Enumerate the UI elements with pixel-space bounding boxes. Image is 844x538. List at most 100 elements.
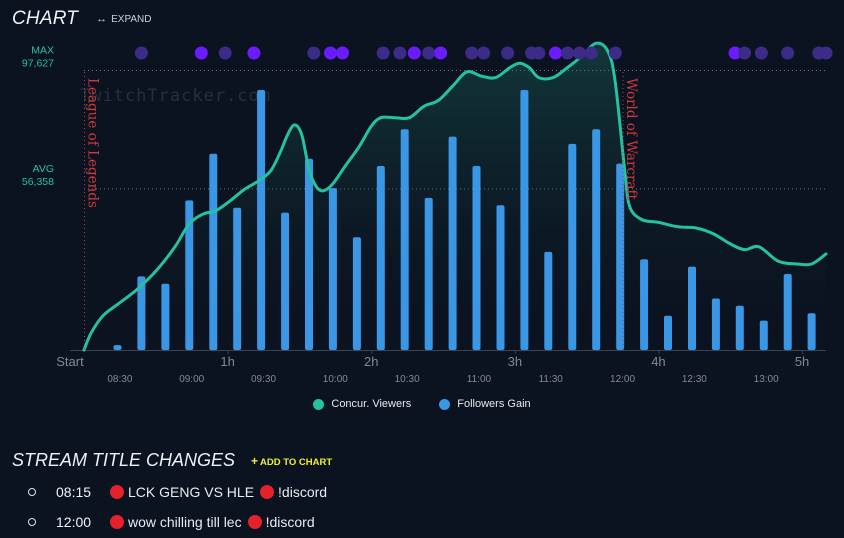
clock-tick-label: 13:00 (754, 374, 779, 385)
event-dot (573, 46, 586, 60)
event-dot (532, 46, 546, 60)
event-dot (728, 46, 742, 60)
clock-tick-label: 11:30 (539, 374, 564, 385)
title-change-suffix: !discord (278, 484, 328, 500)
follower-bar (448, 136, 457, 350)
event-dot (477, 46, 491, 60)
title-change-time: 12:00 (56, 514, 92, 530)
follower-bar (640, 259, 649, 350)
event-dot (549, 46, 562, 60)
hour-tick-label: 5h (795, 354, 809, 369)
follower-bar (688, 266, 696, 350)
hour-tick-label: 4h (651, 354, 665, 369)
game-marker-label: League of Legends (85, 78, 101, 208)
chart-legend: Concur. Viewers Followers Gain (0, 398, 844, 410)
legend-viewers-label: Concur. Viewers (331, 398, 412, 410)
title-changes-header: STREAM TITLE CHANGES + ADD TO CHART (12, 450, 332, 471)
title-change-item: 12:00 wow chilling till lec !discord (28, 514, 319, 530)
clock-tick-label: 12:30 (682, 374, 707, 385)
event-dot (434, 46, 448, 60)
title-changes-heading: STREAM TITLE CHANGES (12, 450, 236, 470)
event-dot (247, 46, 261, 60)
event-dot (307, 46, 321, 60)
event-dot (324, 46, 337, 60)
follower-bar (616, 163, 625, 350)
follower-bar (233, 207, 242, 350)
title-change-time: 08:15 (56, 484, 92, 500)
expand-label: EXPAND (111, 13, 152, 25)
event-dot (194, 46, 208, 60)
event-dot (134, 46, 148, 60)
event-dot (561, 46, 574, 60)
event-dot (584, 46, 598, 60)
event-dot (465, 46, 479, 60)
watermark-text: TwitchTracker.com (80, 86, 271, 106)
event-dot (218, 46, 232, 60)
clock-tick-label: 09:30 (251, 374, 276, 385)
follower-bar (664, 315, 672, 350)
follower-bar (568, 143, 577, 350)
follower-bar (783, 274, 792, 350)
event-dot (407, 46, 421, 60)
follower-bar (424, 197, 433, 350)
clock-tick-label: 10:00 (323, 374, 348, 385)
legend-viewers[interactable]: Concur. Viewers (313, 398, 411, 410)
expand-button[interactable]: ↔ EXPAND (96, 13, 151, 25)
legend-viewers-swatch (313, 398, 325, 410)
red-circle-icon (110, 515, 124, 529)
follower-bar (400, 129, 409, 350)
game-marker-label: World of Warcraft (623, 78, 639, 200)
follower-bar (185, 200, 194, 350)
follower-bar (544, 251, 553, 350)
follower-bar (735, 305, 744, 350)
follower-bar (137, 276, 146, 350)
event-dot (608, 46, 622, 60)
event-dot (336, 46, 349, 60)
title-change-suffix: !discord (265, 514, 315, 530)
hour-tick-label: 3h (508, 354, 522, 369)
clock-tick-label: 12:00 (610, 374, 635, 385)
viewers-line (82, 41, 828, 352)
red-circle-icon (247, 515, 262, 529)
follower-bar (520, 90, 529, 350)
follower-bar (496, 205, 505, 350)
hour-tick-label: 2h (364, 354, 378, 369)
follower-bar (305, 158, 313, 350)
hour-tick-label: Start (56, 354, 84, 369)
follower-bar (472, 166, 481, 350)
follower-bar (807, 313, 816, 350)
add-to-chart-button[interactable]: + ADD TO CHART (251, 454, 332, 468)
title-change-text: LCK GENG VS HLE (128, 484, 255, 500)
chart-title: CHART (12, 8, 79, 29)
follower-bar (376, 166, 385, 350)
follower-bar (161, 283, 170, 350)
clock-tick-label: 09:00 (179, 374, 204, 385)
event-dot (754, 46, 768, 60)
title-change-text: wow chilling till lec (128, 514, 242, 530)
follower-bar (281, 212, 290, 350)
event-dot (819, 46, 833, 60)
hour-tick-label: 1h (220, 354, 234, 369)
follower-bar (352, 237, 361, 350)
stat-value-avg: 56,358 (22, 176, 54, 188)
follower-bar (759, 320, 768, 350)
timeline-circle-icon (28, 518, 36, 526)
red-circle-icon (110, 485, 124, 499)
legend-followers[interactable]: Followers Gain (439, 398, 531, 410)
add-to-chart-label: ADD TO CHART (260, 456, 333, 468)
event-dot (376, 46, 390, 60)
follower-bar (711, 298, 720, 350)
clock-tick-label: 11:00 (467, 374, 492, 385)
event-dot (393, 46, 407, 60)
follower-bar (257, 90, 266, 350)
chart-header: CHART ↔ EXPAND (12, 8, 152, 30)
legend-followers-label: Followers Gain (457, 398, 531, 410)
stat-label-max: MAX (31, 45, 54, 57)
red-circle-icon (260, 485, 275, 499)
timeline-circle-icon (28, 488, 36, 496)
title-change-item: 08:15 LCK GENG VS HLE !discord (28, 484, 331, 500)
clock-tick-label: 10:30 (395, 374, 420, 385)
event-dot (422, 46, 436, 60)
plus-icon: + (251, 453, 259, 468)
